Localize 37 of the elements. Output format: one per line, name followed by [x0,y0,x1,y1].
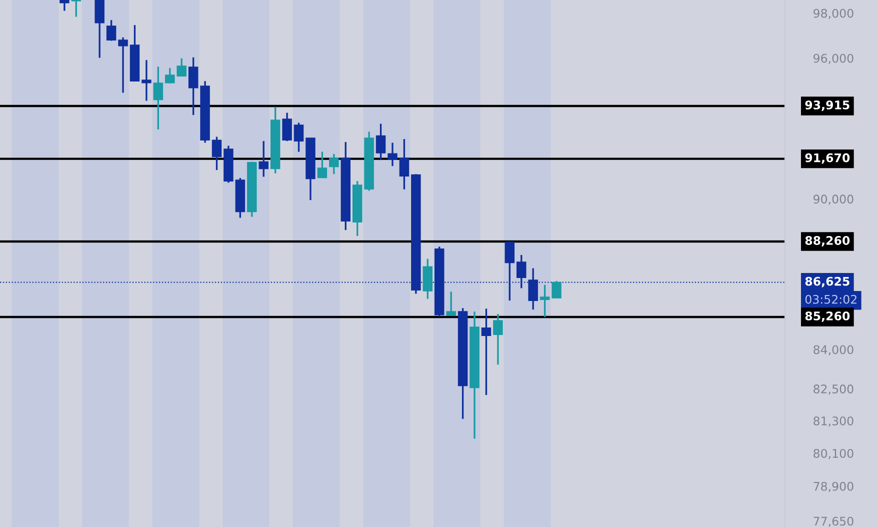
candlestick [552,280,562,299]
candlestick [399,138,410,190]
y-tick-label: 78,900 [814,482,854,492]
candlestick [540,284,550,318]
candlestick [376,122,386,161]
candlestick [446,290,456,316]
ref-line-label: 88,260 [805,236,850,246]
y-tick-label: 90,000 [814,194,854,205]
candlestick [294,122,304,153]
y-tick-label: 81,300 [814,416,854,427]
ref-line-label: 85,260 [805,311,850,322]
candlestick [118,36,128,94]
y-tick-label: 96,000 [814,54,854,64]
candlestick [388,142,398,167]
candlestick [493,313,503,366]
candlestick [258,140,268,178]
y-tick-label: 80,100 [814,448,854,460]
candlestick [317,150,328,179]
y-tick-label: 98,000 [814,8,854,19]
candlestick [329,153,339,175]
candlestick [153,66,164,130]
text: 03:52:02 [805,294,856,304]
candlestick [282,112,292,142]
y-tick-label: 82,500 [814,384,854,395]
candlestick [71,0,82,18]
y-tick-label: 77,650 [814,516,854,527]
candlestick [142,59,152,102]
candlestick [188,56,198,116]
ref-line-label: 86,625 [805,276,850,288]
y-tick-label: 84,000 [814,345,854,356]
candlestick [60,0,70,12]
ref-line-label: 91,670 [805,153,850,164]
candlestick [94,0,104,59]
ref-line-label: 93,915 [805,100,850,111]
candlestick [106,19,116,42]
candlestick [481,308,492,396]
candlestick [212,136,222,171]
